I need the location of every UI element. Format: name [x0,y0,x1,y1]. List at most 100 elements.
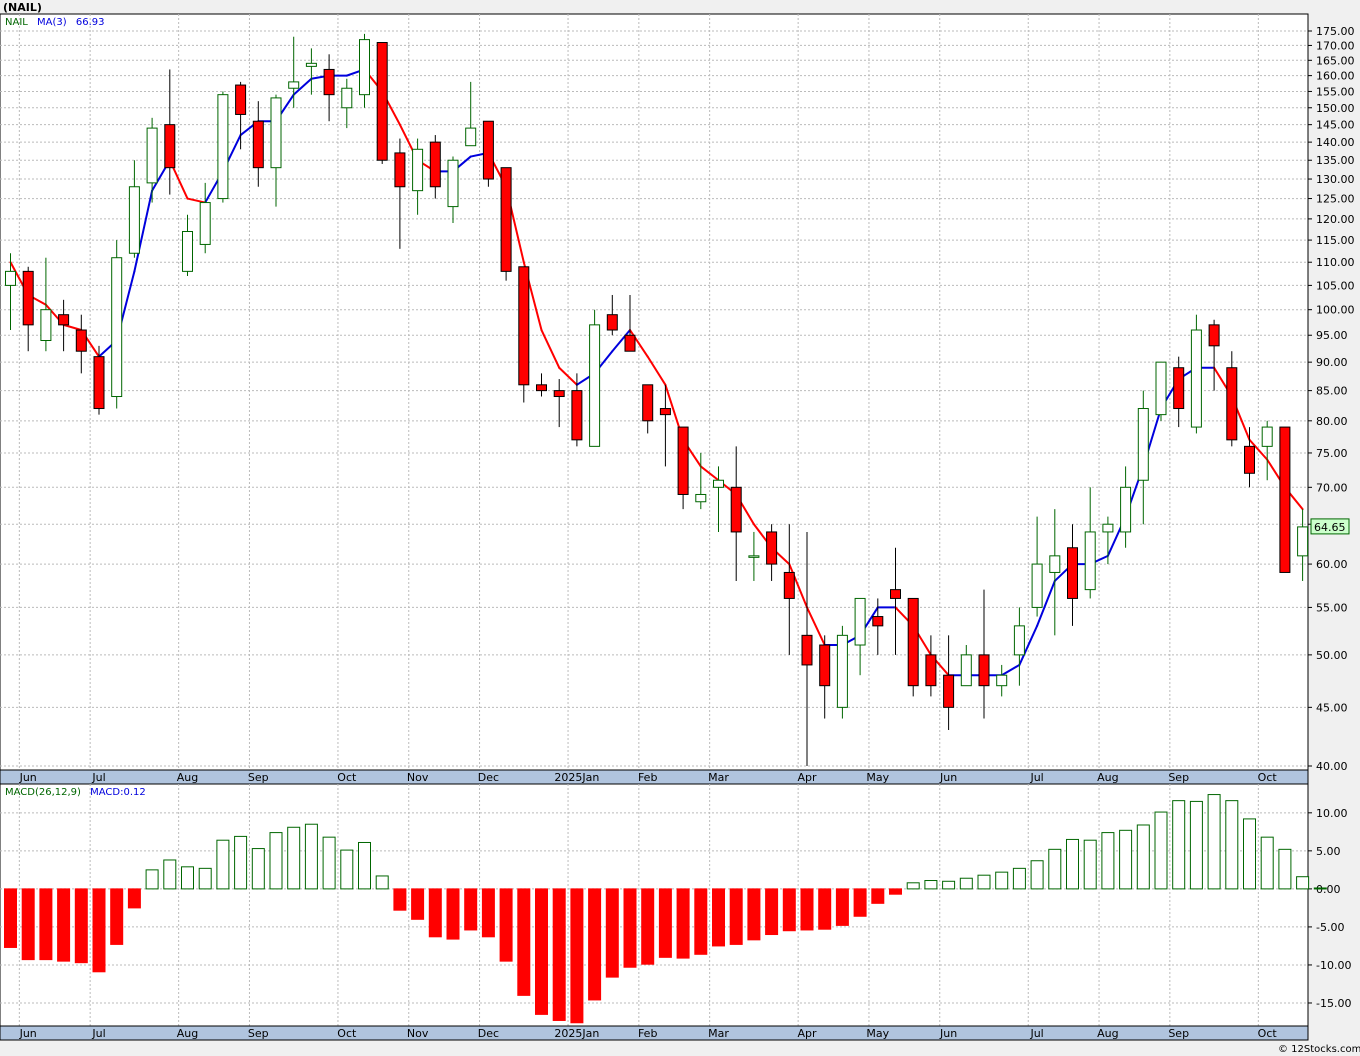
macd-bar [517,888,531,996]
price-tick-label: 130.00 [1316,173,1355,186]
macd-bar [21,888,35,961]
macd-bar [269,832,283,890]
macd-bar [588,888,602,1001]
candle-body [872,616,884,627]
ma-segment [558,366,578,386]
macd-legend: MACD(26,12,9) MACD:0.12 [5,787,146,798]
candle-body [1226,367,1238,441]
candle-body [270,97,282,169]
month-label: Jun [939,771,957,784]
macd-bar [198,867,212,890]
candle-body [199,202,211,245]
candle-body [500,167,512,272]
macd-bar [747,888,761,941]
candle-body [571,390,583,441]
month-label: Feb [638,1027,657,1040]
macd-y-axis: -15.00 -10.00 -5.00 0.00 5.00 10.00 [1308,807,1351,1010]
macd-tick-label: 10.00 [1316,807,1348,820]
candle-body [217,94,229,200]
candle-body [695,493,707,503]
candle-body [978,654,990,687]
macd-bar [1154,811,1168,890]
month-label: Jul [91,1027,105,1040]
candle-body [624,334,636,352]
candle-body [323,68,335,96]
candle-body [305,62,317,67]
price-tick-label: 175.00 [1316,25,1355,38]
candle-body [642,384,654,422]
candle-body [606,314,618,331]
candle-body [1190,329,1202,428]
macd-bar [1278,848,1292,890]
month-label: Sep [248,1027,269,1040]
ma-segment [292,77,313,96]
candle-body [1137,408,1149,481]
macd-bar [818,888,832,930]
price-tick-label: 155.00 [1316,85,1355,98]
macd-bar [216,839,230,890]
month-label: Oct [1258,1027,1278,1040]
macd-bar [1101,832,1115,890]
macd-tick-label: -5.00 [1316,921,1344,934]
price-tick-label: 110.00 [1316,256,1355,269]
candle-body [128,186,140,254]
price-tick-label: 80.00 [1316,415,1348,428]
last-price-badge-text: 64.65 [1314,521,1346,534]
ma-segment [611,329,631,353]
candle-body [394,152,406,188]
candle-body [93,356,105,410]
macd-bar [835,888,849,926]
candle-body [1279,426,1291,573]
month-label: Jul [1029,771,1043,784]
candle-body [713,479,724,488]
candle-body [589,324,601,447]
candle-body [907,597,919,687]
price-tick-label: 75.00 [1316,447,1348,460]
month-label: Dec [478,771,499,784]
macd-bar [499,888,513,962]
month-label: Dec [478,1027,499,1040]
legend-ma: MA(3) [37,17,67,28]
month-label: Feb [638,771,657,784]
candle-body [783,571,795,599]
macd-bar [163,859,177,890]
month-label: May [866,1027,889,1040]
macd-bar [1189,800,1203,890]
month-label: Sep [1168,1027,1189,1040]
candle-body [1013,625,1025,656]
candle-body [252,120,264,169]
macd-bar [145,869,159,890]
macd-bar [871,888,885,904]
price-tick-label: 135.00 [1316,154,1355,167]
ma-segment [1018,624,1039,666]
candle-body [518,266,530,386]
price-tick-label: 145.00 [1316,119,1355,132]
price-tick-label: 115.00 [1316,234,1355,247]
ma-segment [133,189,154,273]
month-label: Oct [337,1027,357,1040]
price-grid [0,14,1308,770]
month-label: Nov [407,1027,429,1040]
macd-bar [623,888,637,968]
candle-body [836,634,848,708]
month-label: 2025Jan [554,771,599,784]
price-tick-label: 60.00 [1316,558,1348,571]
month-label: Jul [1029,1027,1043,1040]
month-label: Jun [19,771,37,784]
macd-bar [127,888,141,909]
price-tick-label: 120.00 [1316,213,1355,226]
macd-bar [464,888,478,931]
month-label: Mar [708,1027,729,1040]
candle-body [1208,324,1220,347]
macd-bar [1225,800,1239,890]
macd-bar [906,882,920,890]
ma-segment [1036,579,1056,627]
price-tick-label: 150.00 [1316,102,1355,115]
month-label: Apr [797,1027,817,1040]
macd-bar [74,888,88,964]
month-axis-strip-bottom [0,1025,1309,1041]
candle-body [182,231,193,272]
month-label: Mar [708,771,729,784]
